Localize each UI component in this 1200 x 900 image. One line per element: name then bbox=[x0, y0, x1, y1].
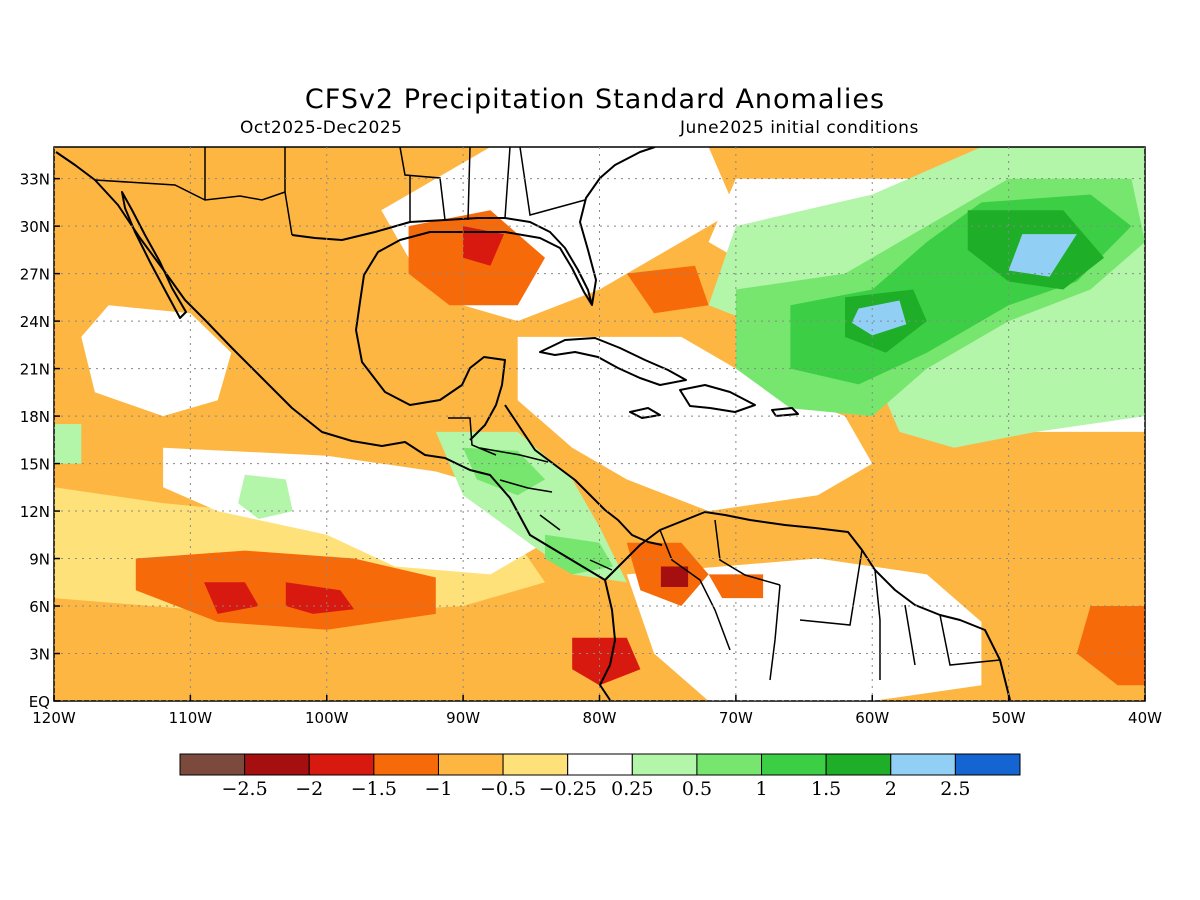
anomaly-regions bbox=[54, 147, 1145, 701]
anomaly-region-26 bbox=[572, 637, 641, 686]
coastline-us-east bbox=[579, 147, 656, 306]
map-title: CFSv2 Precipitation Standard Anomalies bbox=[304, 84, 886, 115]
map-axes: 120W 110W 100W 90W 80W 70W 60W 50W 40W EQ 3N 6N 9N 12… bbox=[20, 171, 1162, 727]
coastline-south-america-north bbox=[604, 511, 1011, 701]
anomaly-region-28 bbox=[1076, 606, 1145, 686]
y-tick-label: 30N bbox=[20, 218, 50, 236]
colorbar-swatch bbox=[308, 753, 375, 776]
y-tick-label: 27N bbox=[20, 266, 50, 284]
colorbar-label: −1.5 bbox=[351, 778, 397, 800]
x-tick-label: 100W bbox=[305, 709, 349, 727]
colorbar-swatch bbox=[567, 753, 633, 776]
coastline-south-america-pacific bbox=[599, 579, 616, 701]
colorbar-swatch bbox=[696, 753, 763, 776]
anomaly-region-9 bbox=[626, 558, 982, 701]
colorbar-swatch bbox=[825, 753, 892, 776]
colorbar-label: 1.5 bbox=[811, 778, 841, 800]
colorbar-label: −2 bbox=[295, 778, 323, 800]
y-tick-label: EQ bbox=[29, 693, 50, 711]
y-tick-label: 15N bbox=[20, 456, 50, 474]
anomaly-region-29 bbox=[54, 424, 82, 464]
coastline-baja-california bbox=[121, 191, 187, 319]
coastline-central-america-east bbox=[504, 404, 663, 546]
colorbar-swatch bbox=[437, 753, 504, 776]
anomaly-region-3 bbox=[285, 582, 354, 614]
anomaly-region-16 bbox=[851, 300, 907, 336]
border-central-america bbox=[448, 417, 613, 571]
colorbar-label: −0.25 bbox=[539, 778, 597, 800]
colorbar-swatch bbox=[954, 753, 1021, 776]
initial-conditions-label: June2025 initial conditions bbox=[680, 118, 919, 138]
y-tick-label: 21N bbox=[20, 361, 50, 379]
colorbar: −2.5 −2 −1.5 −1 −0.5 −0.25 0.25 0.5 1 1.5 2 2.5 bbox=[179, 753, 1021, 800]
coastline-puerto-rico bbox=[771, 407, 799, 417]
colorbar-label: −0.5 bbox=[480, 778, 526, 800]
colorbar-label: 0.5 bbox=[682, 778, 712, 800]
colorbar-label: 0.25 bbox=[611, 778, 653, 800]
y-tick-label: 18N bbox=[20, 408, 50, 426]
colorbar-swatch bbox=[890, 753, 956, 776]
coastline-jamaica bbox=[629, 407, 661, 419]
x-tick-label: 120W bbox=[32, 709, 76, 727]
anomaly-region-27 bbox=[708, 574, 764, 599]
x-tick-label: 60W bbox=[855, 709, 889, 727]
anomaly-region-25 bbox=[660, 566, 689, 587]
colorbar-swatch bbox=[179, 753, 246, 776]
anomaly-region-15 bbox=[1008, 234, 1077, 277]
x-tick-label: 40W bbox=[1128, 709, 1162, 727]
coastline-gulf-mexico bbox=[291, 217, 593, 441]
border-south-america bbox=[659, 519, 1001, 681]
coastline-cuba bbox=[539, 337, 687, 386]
y-tick-label: 33N bbox=[20, 171, 50, 189]
y-tick-label: 24N bbox=[20, 313, 50, 331]
y-tick-label: 9N bbox=[29, 551, 50, 569]
coastline-hispaniola bbox=[679, 384, 756, 413]
x-tick-label: 110W bbox=[169, 709, 213, 727]
anomaly-region-18 bbox=[463, 447, 545, 496]
colorbar-swatch bbox=[761, 753, 827, 776]
y-tick-label: 12N bbox=[20, 503, 50, 521]
colorbar-label: 1 bbox=[755, 778, 767, 800]
coastlines bbox=[55, 147, 1011, 701]
anomaly-region-22 bbox=[463, 226, 504, 266]
colorbar-label: −2.5 bbox=[222, 778, 268, 800]
colorbar-label: −1 bbox=[424, 778, 452, 800]
y-tick-label: 6N bbox=[29, 598, 50, 616]
x-tick-label: 50W bbox=[992, 709, 1026, 727]
country-borders bbox=[94, 147, 1001, 681]
colorbar-swatch bbox=[502, 753, 569, 776]
map-gridlines bbox=[54, 147, 1145, 701]
colorbar-label: 2.5 bbox=[940, 778, 970, 800]
forecast-period: Oct2025-Dec2025 bbox=[240, 118, 403, 138]
x-tick-label: 80W bbox=[583, 709, 617, 727]
anomaly-region-23 bbox=[626, 265, 709, 314]
x-tick-label: 70W bbox=[719, 709, 753, 727]
border-us-states bbox=[204, 147, 586, 222]
colorbar-label: 2 bbox=[885, 778, 897, 800]
x-tick-label: 90W bbox=[446, 709, 480, 727]
anomaly-region-4 bbox=[81, 305, 232, 417]
colorbar-swatch bbox=[631, 753, 698, 776]
colorbar-swatch bbox=[244, 753, 310, 776]
anomaly-region-7 bbox=[517, 336, 873, 512]
anomaly-region-20 bbox=[238, 474, 293, 519]
y-tick-label: 3N bbox=[29, 646, 50, 664]
anomaly-region-19 bbox=[545, 534, 614, 575]
colorbar-swatch bbox=[373, 753, 439, 776]
